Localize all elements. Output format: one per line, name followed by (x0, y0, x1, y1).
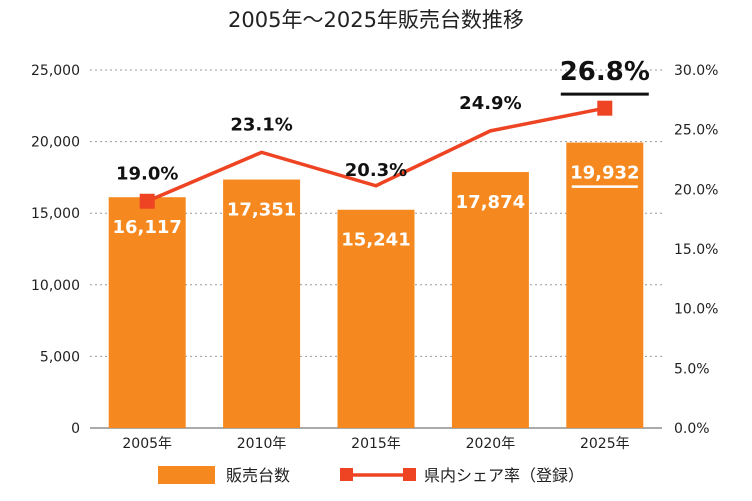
legend-line-marker (403, 468, 416, 481)
bar-value-label: 16,117 (112, 217, 181, 238)
bar-value-label: 17,874 (456, 192, 525, 213)
bar (223, 179, 301, 428)
left-axis-tick: 25,000 (31, 63, 80, 79)
legend-line-marker (340, 468, 353, 481)
legend: 販売台数 県内シェア率（登録） (158, 466, 584, 485)
left-axis-tick: 20,000 (31, 135, 80, 151)
right-axis-tick: 0.0% (674, 421, 710, 437)
left-axis-tick: 10,000 (31, 278, 80, 294)
bar-series: 16,117 17,351 15,241 17,874 19,932 (108, 142, 644, 428)
line-value-label: 26.8% (560, 57, 650, 87)
x-axis-label: 2020年 (466, 436, 516, 452)
right-axis-tick: 30.0% (674, 63, 718, 79)
x-axis-labels: 2005年 2010年 2015年 2020年 2025年 (122, 436, 629, 452)
left-axis-tick: 15,000 (31, 206, 80, 222)
bar-value-label: 19,932 (570, 163, 639, 184)
x-axis-label: 2015年 (351, 436, 401, 452)
line-series: 19.0% 23.1% 20.3% 24.9% 26.8% (116, 57, 650, 209)
right-axis-tick: 20.0% (674, 182, 718, 198)
bar (451, 172, 529, 428)
chart-title: 2005年〜2025年販売台数推移 (228, 8, 524, 32)
left-axis: 0 5,000 10,000 15,000 20,000 25,000 (31, 63, 80, 437)
bar-value-label: 15,241 (341, 230, 410, 251)
bar (108, 197, 186, 428)
right-axis-tick: 10.0% (674, 302, 718, 318)
line-marker (139, 193, 155, 209)
right-axis-tick: 15.0% (674, 242, 718, 258)
line-value-label: 20.3% (345, 160, 407, 181)
bar (337, 209, 415, 428)
right-axis-tick: 25.0% (674, 123, 718, 139)
line-value-label: 19.0% (116, 163, 178, 184)
share-line (146, 106, 606, 203)
bar-value-label: 17,351 (227, 200, 296, 221)
left-axis-tick: 5,000 (40, 349, 80, 365)
legend-bar-label: 販売台数 (226, 466, 290, 485)
line-value-label: 23.1% (230, 114, 292, 135)
legend-line-label: 県内シェア率（登録） (424, 466, 584, 485)
right-axis-tick: 5.0% (674, 361, 710, 377)
bar (566, 142, 644, 428)
x-axis-label: 2010年 (237, 436, 287, 452)
right-axis: 0.0% 5.0% 10.0% 15.0% 20.0% 25.0% 30.0% (674, 63, 718, 437)
left-axis-tick: 0 (71, 421, 80, 437)
line-marker (597, 100, 613, 116)
x-axis-label: 2005年 (122, 436, 172, 452)
line-value-label: 24.9% (459, 93, 521, 114)
x-axis-label: 2025年 (580, 436, 630, 452)
legend-bar-swatch (158, 466, 215, 484)
